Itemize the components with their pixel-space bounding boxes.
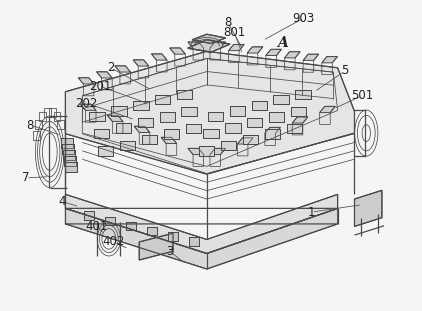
- Text: 202: 202: [75, 97, 98, 110]
- Polygon shape: [161, 137, 177, 144]
- Polygon shape: [210, 42, 225, 48]
- Polygon shape: [64, 156, 76, 166]
- Polygon shape: [354, 190, 382, 226]
- Polygon shape: [65, 51, 354, 174]
- Polygon shape: [243, 135, 258, 144]
- Polygon shape: [192, 34, 226, 44]
- Polygon shape: [199, 146, 214, 156]
- Polygon shape: [78, 78, 94, 84]
- Polygon shape: [94, 129, 109, 138]
- Text: A: A: [277, 36, 288, 50]
- Text: 501: 501: [351, 89, 373, 102]
- Polygon shape: [147, 227, 157, 235]
- Polygon shape: [203, 129, 219, 138]
- Polygon shape: [170, 48, 185, 54]
- Polygon shape: [292, 117, 308, 123]
- Polygon shape: [116, 123, 131, 133]
- Polygon shape: [126, 222, 136, 230]
- Polygon shape: [177, 90, 192, 99]
- Polygon shape: [138, 118, 153, 127]
- Polygon shape: [291, 107, 306, 116]
- Text: 903: 903: [293, 12, 315, 25]
- Text: 1: 1: [308, 206, 315, 219]
- Text: 8: 8: [224, 16, 232, 29]
- Polygon shape: [115, 66, 130, 72]
- Text: 7: 7: [22, 171, 30, 184]
- Text: 3: 3: [166, 245, 173, 258]
- Polygon shape: [133, 60, 149, 66]
- Polygon shape: [221, 141, 236, 150]
- Polygon shape: [225, 123, 241, 133]
- Polygon shape: [208, 112, 223, 121]
- Text: 201: 201: [89, 80, 112, 93]
- Polygon shape: [269, 112, 284, 122]
- Text: 402: 402: [102, 235, 124, 248]
- Polygon shape: [65, 162, 77, 172]
- Polygon shape: [107, 115, 123, 122]
- Polygon shape: [237, 138, 253, 144]
- Polygon shape: [160, 112, 175, 122]
- Polygon shape: [84, 211, 94, 220]
- Polygon shape: [188, 40, 230, 52]
- Polygon shape: [247, 47, 263, 53]
- Polygon shape: [89, 112, 105, 121]
- Polygon shape: [168, 232, 178, 241]
- Polygon shape: [62, 144, 73, 154]
- Polygon shape: [284, 52, 300, 58]
- Polygon shape: [181, 107, 197, 116]
- Polygon shape: [63, 150, 75, 160]
- Polygon shape: [111, 106, 127, 116]
- Polygon shape: [189, 237, 199, 246]
- Polygon shape: [61, 138, 73, 148]
- Polygon shape: [247, 118, 262, 127]
- Polygon shape: [134, 126, 150, 132]
- Polygon shape: [80, 104, 96, 110]
- Polygon shape: [230, 106, 245, 116]
- Polygon shape: [164, 129, 179, 139]
- Polygon shape: [320, 106, 335, 113]
- Text: 2: 2: [107, 61, 114, 74]
- Polygon shape: [273, 95, 289, 104]
- Text: 4: 4: [59, 195, 66, 208]
- Polygon shape: [105, 216, 115, 225]
- Polygon shape: [97, 72, 112, 78]
- Polygon shape: [151, 54, 167, 60]
- Polygon shape: [188, 148, 203, 155]
- Polygon shape: [65, 194, 338, 253]
- Text: 801: 801: [223, 26, 245, 39]
- Polygon shape: [139, 233, 173, 260]
- Polygon shape: [303, 54, 319, 60]
- Polygon shape: [120, 141, 135, 150]
- Polygon shape: [65, 208, 338, 269]
- Polygon shape: [252, 101, 267, 110]
- Polygon shape: [188, 42, 203, 48]
- Polygon shape: [98, 146, 113, 156]
- Polygon shape: [265, 128, 280, 134]
- Polygon shape: [142, 135, 157, 144]
- Polygon shape: [266, 49, 281, 55]
- Text: 8: 8: [27, 118, 34, 132]
- Polygon shape: [155, 95, 170, 104]
- Text: 5: 5: [341, 64, 349, 77]
- Text: 401: 401: [85, 220, 108, 233]
- Polygon shape: [210, 148, 225, 155]
- Polygon shape: [295, 90, 311, 99]
- Polygon shape: [186, 124, 201, 133]
- Polygon shape: [322, 57, 338, 63]
- Polygon shape: [133, 101, 149, 110]
- Polygon shape: [229, 44, 244, 51]
- Polygon shape: [265, 129, 280, 139]
- Polygon shape: [287, 124, 302, 133]
